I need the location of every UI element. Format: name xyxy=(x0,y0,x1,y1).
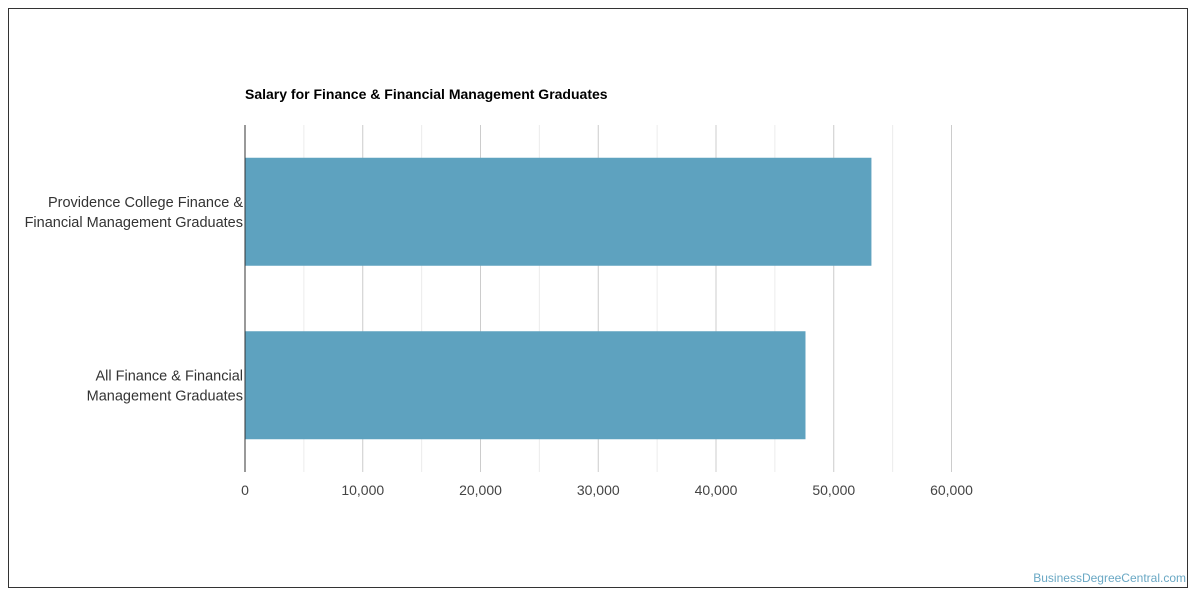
x-tick-label: 40,000 xyxy=(695,482,738,498)
category-labels: Providence College Finance & Financial Ma… xyxy=(25,195,244,405)
x-tick-label: 20,000 xyxy=(459,482,502,498)
bars xyxy=(245,157,872,440)
x-tick-label: 30,000 xyxy=(577,482,620,498)
bar[interactable] xyxy=(245,157,872,266)
watermark: BusinessDegreeCentral.com xyxy=(1033,571,1186,585)
category-label: Providence College Finance & Financial Ma… xyxy=(25,195,244,231)
category-label: All Finance & Financial Management Gradua… xyxy=(87,368,243,404)
x-tick-label: 60,000 xyxy=(930,482,973,498)
tick-labels: 0 10,000 20,000 30,000 40,000 50,000 60,000 xyxy=(241,482,973,498)
chart-title: Salary for Finance & Financial Managemen… xyxy=(245,86,608,102)
x-tick-label: 10,000 xyxy=(341,482,384,498)
x-tick-label: 0 xyxy=(241,482,249,498)
bar[interactable] xyxy=(245,331,806,440)
x-tick-label: 50,000 xyxy=(812,482,855,498)
